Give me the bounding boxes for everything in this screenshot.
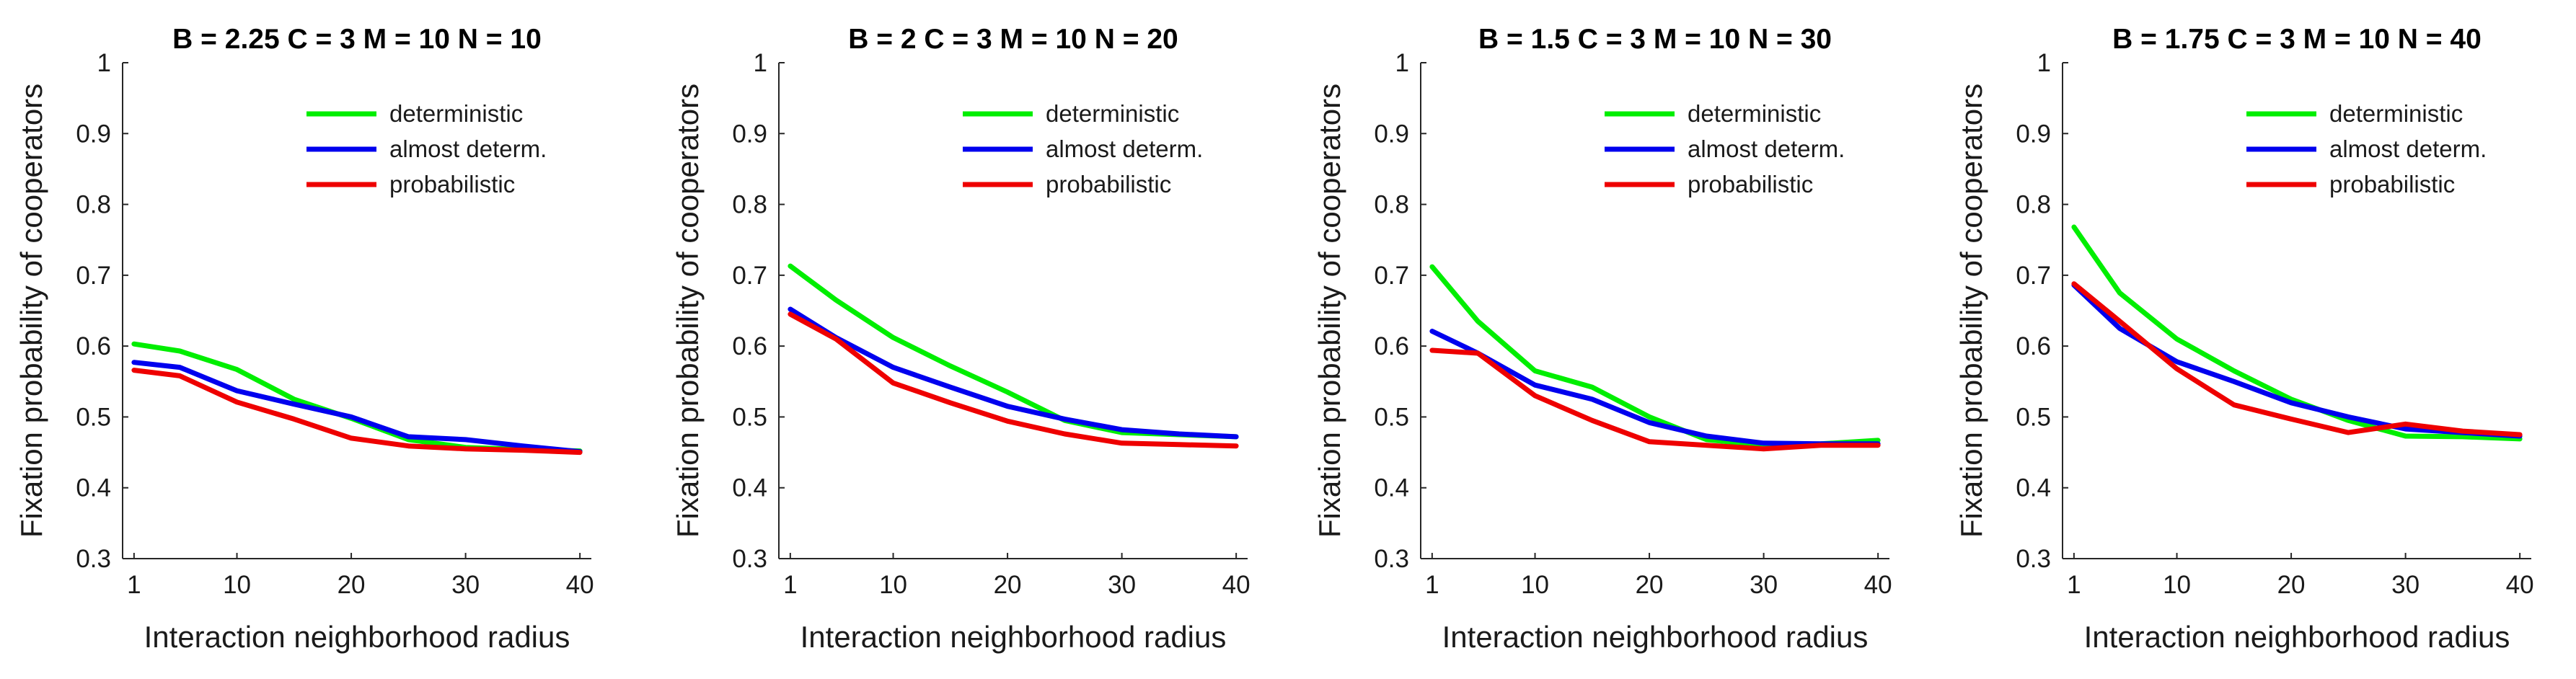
y-tick-label: 0.6: [2016, 332, 2051, 360]
legend-label: almost determ.: [1046, 136, 1203, 162]
y-tick-label: 0.3: [2016, 545, 2051, 573]
y-tick-label: 0.9: [76, 120, 111, 148]
series-line-deterministic: [131, 341, 583, 454]
series-line-almost-determ: [1429, 329, 1881, 447]
series-line-almost-determ: [131, 360, 583, 455]
y-tick-label: 1: [1395, 49, 1409, 77]
y-tick-label: 0.4: [2016, 474, 2051, 502]
x-axis-label: Interaction neighborhood radius: [144, 620, 570, 654]
x-tick-label: 1: [127, 571, 141, 599]
x-tick-label: 10: [223, 571, 251, 599]
legend-label: deterministic: [1046, 100, 1179, 127]
y-tick-label: 0.4: [76, 474, 111, 502]
y-tick-label: 0.7: [732, 262, 767, 290]
x-tick-label: 1: [783, 571, 797, 599]
series-line-almost-determ: [788, 306, 1239, 440]
y-tick-label: 0.9: [2016, 120, 2051, 148]
y-tick-label: 0.6: [1374, 332, 1409, 360]
y-axis-label: Fixation probability of cooperators: [1954, 84, 1988, 538]
y-axis-label: Fixation probability of cooperators: [671, 84, 705, 538]
y-tick-label: 0.7: [76, 262, 111, 290]
y-tick-label: 0.8: [1374, 191, 1409, 219]
y-tick-label: 0.8: [732, 191, 767, 219]
series-line-probabilistic: [131, 368, 583, 456]
x-tick-label: 10: [1521, 571, 1549, 599]
y-tick-label: 0.9: [732, 120, 767, 148]
y-tick-label: 0.9: [1374, 120, 1409, 148]
legend-label: probabilistic: [1688, 171, 1813, 198]
y-tick-label: 0.5: [1374, 403, 1409, 431]
chart-panel-2: 0.3 0.4 0.5 0.6 0.7 0.8 0.9 1 1 10 20 30 40 B = 2 C =…: [671, 24, 1250, 654]
y-tick-label: 0.4: [1374, 474, 1409, 502]
y-tick-label: 0.4: [732, 474, 767, 502]
x-tick-label: 30: [2391, 571, 2420, 599]
y-axis-label: Fixation probability of cooperators: [14, 84, 48, 538]
chart-panel-1: 0.3 0.4 0.5 0.6 0.7 0.8 0.9 1 1 10 20 30 40 B = 2.25 …: [14, 24, 594, 654]
x-tick-label: 1: [2067, 571, 2081, 599]
chart-title: B = 2.25 C = 3 M = 10 N = 10: [172, 24, 542, 55]
x-tick-label: 20: [338, 571, 366, 599]
y-tick-label: 0.7: [1374, 262, 1409, 290]
x-tick-label: 20: [2277, 571, 2306, 599]
chart-panel-3: 0.3 0.4 0.5 0.6 0.7 0.8 0.9 1 1 10 20 30 40 B = 1.5 C…: [1313, 24, 1892, 654]
y-tick-label: 0.3: [76, 545, 111, 573]
legend: deterministic almost determ. probabilistic: [1605, 100, 1845, 198]
legend: deterministic almost determ. probabilistic: [963, 100, 1203, 198]
y-tick-label: 1: [97, 49, 111, 77]
y-tick-label: 0.3: [1374, 545, 1409, 573]
chart-title: B = 1.5 C = 3 M = 10 N = 30: [1478, 24, 1832, 55]
legend-label: almost determ.: [2329, 136, 2487, 162]
series-line-probabilistic: [2071, 281, 2523, 438]
x-axis-label: Interaction neighborhood radius: [1442, 620, 1869, 654]
x-tick-label: 30: [451, 571, 480, 599]
y-tick-label: 0.6: [732, 332, 767, 360]
x-tick-label: 20: [994, 571, 1022, 599]
legend-label: almost determ.: [1688, 136, 1845, 162]
x-tick-label: 40: [566, 571, 594, 599]
y-tick-label: 0.6: [76, 332, 111, 360]
y-tick-label: 0.3: [732, 545, 767, 573]
series-line-probabilistic: [1429, 347, 1881, 452]
x-tick-label: 40: [2506, 571, 2534, 599]
chart-title: B = 1.75 C = 3 M = 10 N = 40: [2112, 24, 2482, 55]
legend-label: probabilistic: [389, 171, 515, 198]
x-tick-label: 40: [1222, 571, 1250, 599]
y-tick-label: 0.5: [732, 403, 767, 431]
legend-label: probabilistic: [2329, 171, 2455, 198]
legend-label: probabilistic: [1046, 171, 1171, 198]
y-tick-label: 0.8: [76, 191, 111, 219]
series-line-probabilistic: [788, 311, 1239, 449]
legend-label: almost determ.: [389, 136, 547, 162]
chart-title: B = 2 C = 3 M = 10 N = 20: [848, 24, 1178, 55]
y-tick-label: 0.8: [2016, 191, 2051, 219]
x-tick-label: 30: [1750, 571, 1778, 599]
x-axis-label: Interaction neighborhood radius: [800, 620, 1227, 654]
y-tick-label: 0.7: [2016, 262, 2051, 290]
chart-panel-4: 0.3 0.4 0.5 0.6 0.7 0.8 0.9 1 1 10 20 30 40 B = 1.75 …: [1954, 24, 2534, 654]
series-line-deterministic: [2071, 224, 2523, 442]
legend-label: deterministic: [389, 100, 523, 127]
series-line-deterministic: [1429, 264, 1881, 448]
x-axis-label: Interaction neighborhood radius: [2084, 620, 2510, 654]
y-axis-label: Fixation probability of cooperators: [1313, 84, 1346, 538]
x-tick-label: 40: [1864, 571, 1892, 599]
x-tick-label: 10: [879, 571, 907, 599]
y-tick-label: 1: [754, 49, 767, 77]
y-tick-label: 0.5: [76, 403, 111, 431]
y-tick-label: 1: [2037, 49, 2051, 77]
legend-label: deterministic: [1688, 100, 1821, 127]
x-tick-label: 10: [2163, 571, 2191, 599]
legend-label: deterministic: [2329, 100, 2463, 127]
x-tick-label: 20: [1636, 571, 1664, 599]
x-tick-label: 30: [1108, 571, 1136, 599]
y-tick-label: 0.5: [2016, 403, 2051, 431]
legend: deterministic almost determ. probabilistic: [2246, 100, 2487, 198]
x-tick-label: 1: [1425, 571, 1439, 599]
legend: deterministic almost determ. probabilistic: [306, 100, 547, 198]
